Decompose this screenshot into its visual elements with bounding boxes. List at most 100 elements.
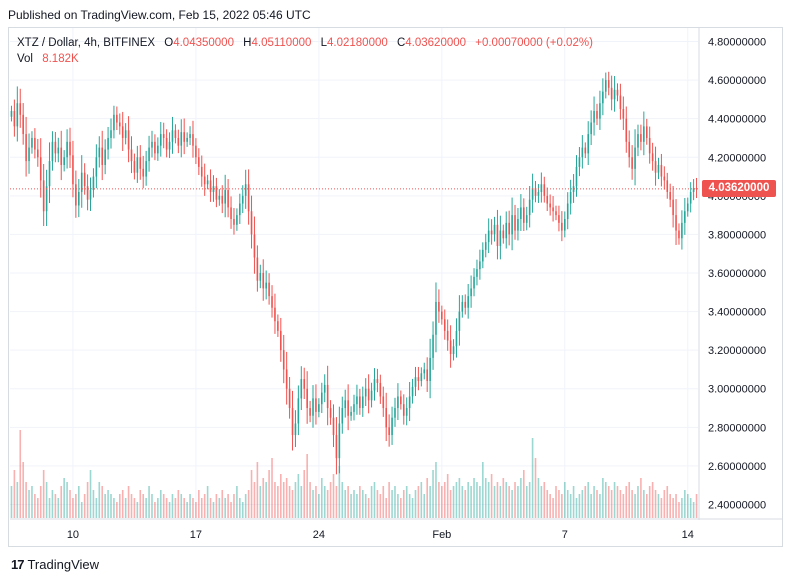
volume-bar — [341, 482, 344, 518]
candle-body — [291, 408, 294, 436]
candle-body — [502, 230, 505, 239]
volume-bar — [277, 486, 279, 518]
volume-bar — [458, 478, 461, 518]
candle-body — [476, 269, 478, 277]
candle-body — [227, 190, 229, 208]
high-label: H — [243, 37, 252, 49]
volume-bar — [464, 490, 467, 518]
candle-body — [637, 134, 639, 148]
candle-body — [657, 164, 660, 173]
candle-body — [212, 186, 215, 192]
candle-body — [458, 311, 461, 331]
candle-body — [561, 222, 563, 231]
tradingview-brand[interactable]: 17 TradingView — [11, 557, 99, 572]
candle-body — [426, 369, 428, 382]
volume-bar — [268, 470, 270, 518]
candle-body — [83, 172, 86, 187]
volume-bar — [107, 490, 109, 518]
volume-bar — [438, 482, 440, 518]
candle-body — [218, 195, 221, 200]
volume-bar — [388, 482, 390, 518]
candle-body — [634, 147, 636, 169]
candle-body — [643, 126, 645, 142]
x-tick-label: 10 — [67, 529, 79, 541]
volume-bar — [347, 486, 349, 518]
volume-bar — [98, 482, 101, 518]
volume-bar — [561, 494, 563, 518]
volume-bar — [130, 494, 133, 518]
volume-bar — [584, 486, 587, 518]
volume-bar — [625, 486, 628, 518]
candle-body — [572, 186, 575, 192]
volume-bar — [563, 482, 566, 518]
open-label: O — [164, 37, 174, 49]
volume-bar — [121, 490, 124, 518]
candle-body — [461, 301, 464, 312]
candle-body — [142, 168, 145, 177]
candle-body — [98, 147, 101, 158]
candle-body — [599, 103, 601, 119]
volume-bar — [678, 502, 680, 518]
candle-body — [587, 134, 590, 154]
volume-bar — [66, 482, 68, 518]
volume-bar — [426, 478, 428, 518]
volume-bar — [596, 490, 598, 518]
candle-body — [221, 195, 224, 204]
volume-bar — [165, 498, 168, 518]
volume-bar — [312, 490, 314, 518]
candle-body — [394, 408, 396, 418]
volume-label: Vol — [17, 53, 33, 65]
candle-body — [329, 408, 332, 418]
candle-body — [239, 203, 241, 216]
candle-body — [10, 110, 13, 117]
volume-bar — [256, 462, 259, 518]
candle-body — [332, 417, 335, 436]
candle-body — [344, 400, 347, 409]
volume-bar — [22, 462, 24, 518]
candle-body — [537, 191, 540, 196]
candle-body — [203, 176, 206, 185]
candle-body — [558, 215, 560, 223]
candle-body — [338, 423, 341, 459]
candle-body — [487, 230, 490, 243]
low-label: L — [320, 37, 327, 49]
volume-bar — [467, 482, 469, 518]
candle-body — [373, 379, 376, 391]
volume-bar — [654, 490, 657, 518]
candle-body — [189, 134, 191, 138]
volume-bar — [39, 486, 42, 518]
volume-bar — [77, 486, 80, 518]
y-tick-label: 4.40000000 — [708, 114, 766, 126]
volume-bar — [452, 486, 455, 518]
candle-body — [628, 141, 631, 158]
candle-body — [455, 330, 458, 347]
volume-bar — [681, 498, 683, 518]
candle-body — [130, 149, 133, 162]
volume-bar — [482, 462, 484, 518]
volume-bar — [484, 478, 487, 518]
volume-bar — [288, 486, 291, 518]
candle-body — [543, 184, 546, 196]
candle-body — [320, 392, 323, 405]
candle-body — [441, 311, 443, 320]
candle-body — [37, 149, 39, 158]
volume-bar — [675, 494, 677, 518]
candle-body — [45, 186, 48, 212]
volume-bar — [215, 494, 218, 518]
candle-body — [555, 211, 557, 216]
volume-bar — [282, 482, 285, 518]
volume-bar — [511, 490, 513, 518]
volume-bar — [253, 482, 256, 518]
volume-bar — [309, 482, 311, 518]
candle-body — [236, 215, 238, 225]
candle-body — [493, 224, 496, 235]
volume-bar — [411, 498, 414, 518]
candle-body — [438, 301, 440, 312]
volume-bar — [353, 490, 355, 518]
volume-bar — [344, 490, 347, 518]
volume-bar — [303, 470, 306, 518]
volume-bar — [280, 474, 282, 518]
candle-body — [174, 130, 177, 138]
volume-bar — [405, 486, 408, 518]
